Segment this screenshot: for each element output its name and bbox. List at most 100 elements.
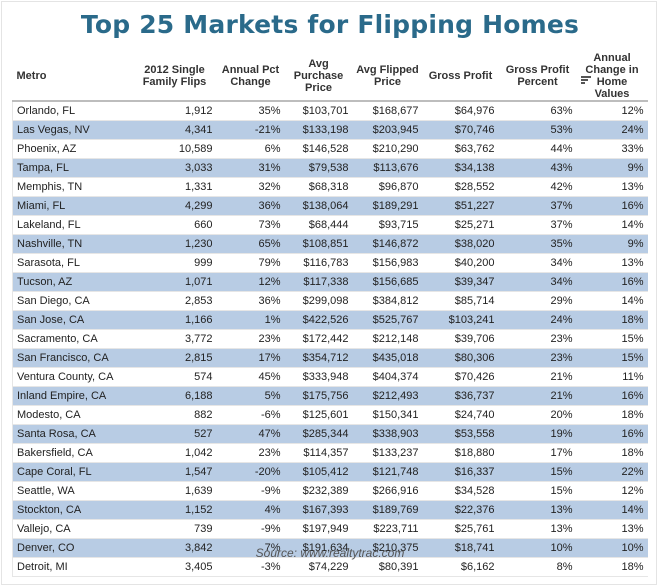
- flips-cell: 1,230: [132, 234, 217, 254]
- gross-profit-percent-cell: 15%: [498, 481, 577, 501]
- flips-cell: 1,042: [132, 443, 217, 463]
- column-header-flips[interactable]: 2012 Single Family Flips: [132, 51, 217, 102]
- flips-cell: 6,188: [132, 386, 217, 406]
- metro-cell: Santa Rosa, CA: [12, 424, 133, 444]
- table-row: Cape Coral, FL 1,547 -20% $105,412 $121,748 $…: [12, 462, 648, 482]
- avg-flipped-price-cell: $150,341: [352, 405, 423, 425]
- flips-cell: 1,166: [132, 310, 217, 330]
- annual-pct-change-cell: -3%: [216, 557, 285, 577]
- avg-purchase-price-cell: $133,198: [284, 120, 353, 140]
- annual-change-home-values-cell: 16%: [576, 272, 648, 292]
- flips-cell: 999: [132, 253, 217, 273]
- annual-pct-change-cell: 17%: [216, 348, 285, 368]
- table-row: Modesto, CA 882 -6% $125,601 $150,341 $24,740…: [12, 405, 648, 425]
- flips-cell: 660: [132, 215, 217, 235]
- metro-cell: Stockton, CA: [12, 500, 133, 520]
- gross-profit-cell: $22,376: [422, 500, 499, 520]
- annual-pct-change-cell: 47%: [216, 424, 285, 444]
- flips-cell: 1,071: [132, 272, 217, 292]
- avg-purchase-price-cell: $79,538: [284, 158, 353, 178]
- table-row: Phoenix, AZ 10,589 6% $146,528 $210,290 $63,7…: [12, 139, 648, 159]
- column-header-metro[interactable]: Metro: [12, 51, 133, 102]
- avg-flipped-price-cell: $121,748: [352, 462, 423, 482]
- flips-cell: 3,772: [132, 329, 217, 349]
- avg-flipped-price-cell: $212,493: [352, 386, 423, 406]
- avg-flipped-price-cell: $96,870: [352, 177, 423, 197]
- table-body: Orlando, FL 1,912 35% $103,701 $168,677 $64,9…: [12, 101, 648, 577]
- annual-pct-change-cell: 36%: [216, 196, 285, 216]
- annual-pct-change-cell: -9%: [216, 481, 285, 501]
- avg-flipped-price-cell: $93,715: [352, 215, 423, 235]
- gross-profit-percent-cell: 42%: [498, 177, 577, 197]
- metro-cell: Vallejo, CA: [12, 519, 133, 539]
- avg-purchase-price-cell: $146,528: [284, 139, 353, 159]
- gross-profit-percent-cell: 19%: [498, 424, 577, 444]
- metro-cell: Tucson, AZ: [12, 272, 133, 292]
- annual-change-home-values-cell: 18%: [576, 310, 648, 330]
- avg-purchase-price-cell: $138,064: [284, 196, 353, 216]
- gross-profit-percent-cell: 53%: [498, 120, 577, 140]
- table-row: Sacramento, CA 3,772 23% $172,442 $212,148 $3…: [12, 329, 648, 349]
- column-header-gross-profit[interactable]: Gross Profit: [422, 51, 499, 102]
- gross-profit-cell: $70,746: [422, 120, 499, 140]
- gross-profit-cell: $38,020: [422, 234, 499, 254]
- flips-cell: 2,815: [132, 348, 217, 368]
- annual-pct-change-cell: 12%: [216, 272, 285, 292]
- gross-profit-percent-cell: 23%: [498, 329, 577, 349]
- annual-pct-change-cell: 73%: [216, 215, 285, 235]
- gross-profit-percent-cell: 17%: [498, 443, 577, 463]
- metro-cell: Ventura County, CA: [12, 367, 133, 387]
- annual-change-home-values-cell: 9%: [576, 158, 648, 178]
- avg-flipped-price-cell: $146,872: [352, 234, 423, 254]
- avg-purchase-price-cell: $197,949: [284, 519, 353, 539]
- metro-cell: San Diego, CA: [12, 291, 133, 311]
- avg-flipped-price-cell: $203,945: [352, 120, 423, 140]
- avg-flipped-price-cell: $210,290: [352, 139, 423, 159]
- metro-cell: San Francisco, CA: [12, 348, 133, 368]
- gross-profit-cell: $53,558: [422, 424, 499, 444]
- metro-cell: Bakersfield, CA: [12, 443, 133, 463]
- flips-cell: 1,912: [132, 101, 217, 121]
- annual-change-home-values-cell: 15%: [576, 329, 648, 349]
- table-row: San Francisco, CA 2,815 17% $354,712 $435,01…: [12, 348, 648, 368]
- avg-flipped-price-cell: $113,676: [352, 158, 423, 178]
- metro-cell: Detroit, MI: [12, 557, 133, 577]
- column-header-annual-change-home-values[interactable]: Annual Change in Home Values: [576, 51, 648, 102]
- avg-flipped-price-cell: $156,685: [352, 272, 423, 292]
- annual-change-home-values-cell: 12%: [576, 101, 648, 121]
- metro-cell: Modesto, CA: [12, 405, 133, 425]
- table-row: Miami, FL 4,299 36% $138,064 $189,291 $51,227…: [12, 196, 648, 216]
- annual-change-home-values-cell: 24%: [576, 120, 648, 140]
- table-row: Sarasota, FL 999 79% $116,783 $156,983 $40,20…: [12, 253, 648, 273]
- column-header-avg-flipped-price[interactable]: Avg Flipped Price: [352, 51, 423, 102]
- avg-flipped-price-cell: $223,711: [352, 519, 423, 539]
- column-header-avg-purchase-price[interactable]: Avg Purchase Price: [284, 51, 353, 102]
- metro-cell: Denver, CO: [12, 538, 133, 558]
- metro-cell: San Jose, CA: [12, 310, 133, 330]
- annual-pct-change-cell: 79%: [216, 253, 285, 273]
- annual-change-home-values-cell: 13%: [576, 253, 648, 273]
- gross-profit-percent-cell: 21%: [498, 386, 577, 406]
- table-row: Stockton, CA 1,152 4% $167,393 $189,769 $22,3…: [12, 500, 648, 520]
- gross-profit-percent-cell: 15%: [498, 462, 577, 482]
- annual-change-home-values-cell: 15%: [576, 348, 648, 368]
- annual-pct-change-cell: 45%: [216, 367, 285, 387]
- sort-descending-icon[interactable]: [580, 75, 591, 85]
- metro-cell: Sacramento, CA: [12, 329, 133, 349]
- annual-pct-change-cell: 7%: [216, 538, 285, 558]
- gross-profit-percent-cell: 24%: [498, 310, 577, 330]
- annual-pct-change-cell: 4%: [216, 500, 285, 520]
- avg-flipped-price-cell: $189,291: [352, 196, 423, 216]
- avg-purchase-price-cell: $105,412: [284, 462, 353, 482]
- table-row: Lakeland, FL 660 73% $68,444 $93,715 $25,271 3…: [12, 215, 648, 235]
- gross-profit-cell: $34,528: [422, 481, 499, 501]
- column-header-gross-profit-percent[interactable]: Gross Profit Percent: [498, 51, 591, 102]
- gross-profit-cell: $63,762: [422, 139, 499, 159]
- annual-change-home-values-cell: 11%: [576, 367, 648, 387]
- gross-profit-cell: $39,706: [422, 329, 499, 349]
- annual-pct-change-cell: -6%: [216, 405, 285, 425]
- gross-profit-cell: $25,761: [422, 519, 499, 539]
- gross-profit-cell: $39,347: [422, 272, 499, 292]
- column-header-annual-pct-change[interactable]: Annual Pct Change: [216, 51, 285, 102]
